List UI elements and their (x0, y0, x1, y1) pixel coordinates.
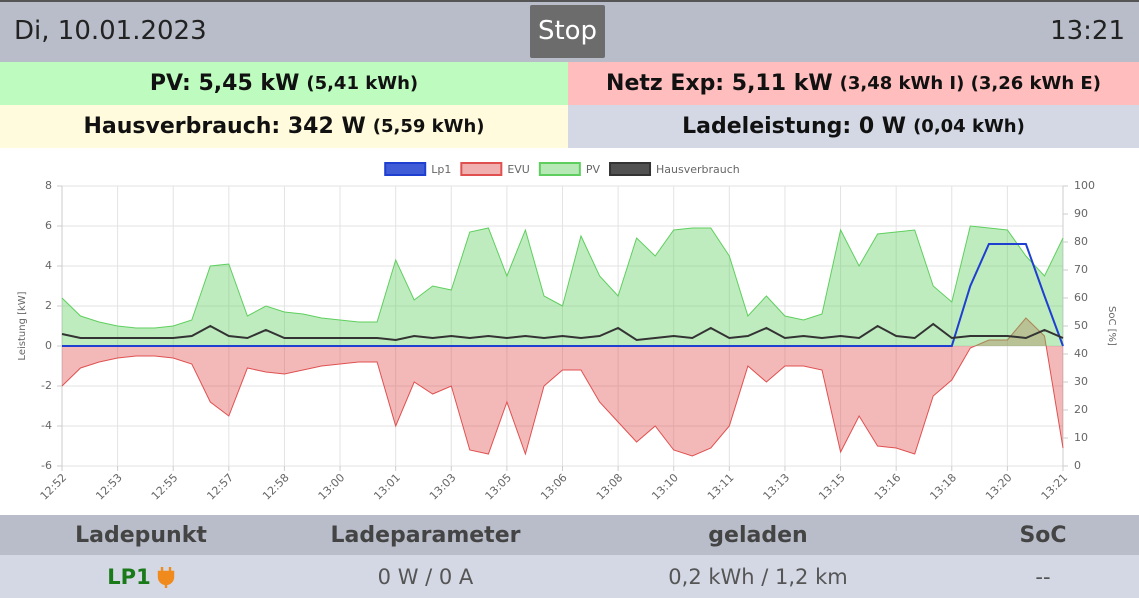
x-tick-label: 13:10 (649, 471, 681, 503)
summary: PV: 5,45 kW (5,41 kWh) Netz Exp: 5,11 kW (… (0, 62, 1139, 148)
y2-tick-label: 100 (1074, 179, 1095, 192)
x-tick-label: 12:55 (149, 471, 181, 503)
y2-axis-title: SoC [%] (1106, 306, 1117, 346)
x-tick-label: 13:15 (816, 471, 848, 503)
x-tick-label: 13:01 (371, 471, 403, 503)
x-tick-label: 13:20 (983, 471, 1015, 503)
series-line (62, 243, 1064, 347)
charge-box: Ladeleistung: 0 W (0,04 kWh) (568, 105, 1139, 148)
y-tick-label: -4 (41, 419, 52, 432)
x-tick-label: 13:13 (761, 471, 793, 503)
x-tick-label: 13:03 (427, 471, 459, 503)
column-header: Ladeparameter (282, 515, 569, 555)
detail: (5,59 kWh) (372, 116, 485, 137)
y-tick-label: 6 (45, 219, 52, 232)
label: PV: 5,45 kW (149, 71, 300, 96)
legend-label: PV (586, 163, 601, 176)
legend-swatch (538, 162, 581, 176)
cell: 0 W / 0 A (282, 555, 569, 598)
x-tick-label: 13:00 (316, 471, 348, 503)
x-tick-label: 13:21 (1039, 471, 1071, 503)
y2-tick-label: 20 (1074, 403, 1088, 416)
x-tick-label: 13:06 (538, 471, 570, 503)
y2-tick-label: 40 (1074, 347, 1088, 360)
date: Di, 10.01.2023 (14, 16, 207, 46)
series-line (61, 317, 1064, 457)
clock: 13:21 (1050, 16, 1125, 46)
y2-tick-label: 0 (1074, 459, 1081, 472)
y-tick-label: -6 (41, 459, 52, 472)
legend-swatch (609, 162, 652, 176)
house-box: Hausverbrauch: 342 W (5,59 kWh) (0, 105, 568, 148)
label: Netz Exp: 5,11 kW (606, 71, 833, 96)
legend-swatch (384, 162, 427, 176)
y-tick-label: 2 (45, 299, 52, 312)
cell: 0,2 kWh / 1,2 km (569, 555, 947, 598)
y-tick-label: 0 (45, 339, 52, 352)
stop-button[interactable]: Stop (530, 5, 605, 58)
header: Di, 10.01.2023 Stop 13:21 (0, 0, 1139, 62)
y2-tick-label: 10 (1074, 431, 1088, 444)
y2-tick-label: 50 (1074, 319, 1088, 332)
series-line (61, 225, 1064, 329)
y-axis-title: Leistung [kW] (17, 291, 28, 360)
column-header: SoC (947, 515, 1139, 555)
x-tick-label: 12:57 (204, 471, 236, 503)
grid-box: Netz Exp: 5,11 kW (3,48 kWh I) (3,26 kWh … (568, 62, 1139, 105)
legend-swatch (460, 162, 503, 176)
label: Ladeleistung: 0 W (682, 114, 907, 139)
detail: (5,41 kWh) (306, 73, 419, 94)
legend: Lp1 EVU PV Hausverbrauch (384, 162, 740, 176)
y2-tick-label: 70 (1074, 263, 1088, 276)
legend-label: EVU (507, 163, 530, 176)
area-fill (62, 318, 1063, 456)
cell: -- (947, 555, 1139, 598)
x-tick-label: 13:08 (594, 471, 626, 503)
x-tick-label: 12:52 (38, 471, 70, 503)
x-tick-label: 12:53 (93, 471, 125, 503)
x-tick-label: 13:11 (705, 471, 737, 503)
y-tick-label: 4 (45, 259, 52, 272)
column-header: Ladepunkt (0, 515, 282, 555)
table: Ladepunkt Ladeparameter geladen SoC LP1 … (0, 515, 1139, 598)
y2-tick-label: 90 (1074, 207, 1088, 220)
y2-tick-label: 60 (1074, 291, 1088, 304)
y2-tick-label: 80 (1074, 235, 1088, 248)
x-tick-label: 12:58 (260, 471, 292, 503)
detail: (3,48 kWh I) (3,26 kWh E) (839, 73, 1101, 94)
x-tick-label: 13:18 (927, 471, 959, 503)
y-tick-label: -2 (41, 379, 52, 392)
series-line (61, 322, 1064, 342)
charge-point[interactable]: LP1 (107, 564, 151, 589)
column-header: geladen (569, 515, 947, 555)
plug-icon (157, 566, 174, 588)
y-tick-label: 8 (45, 179, 52, 192)
cell: LP1 (0, 555, 282, 598)
x-tick-label: 13:05 (483, 471, 515, 503)
label: Hausverbrauch: 342 W (83, 114, 366, 139)
x-tick-label: 13:16 (872, 471, 904, 503)
detail: (0,04 kWh) (913, 116, 1025, 137)
legend-label: Hausverbrauch (656, 163, 740, 176)
pv-box: PV: 5,45 kW (5,41 kWh) (0, 62, 568, 105)
y2-tick-label: 30 (1074, 375, 1088, 388)
legend-label: Lp1 (431, 163, 451, 176)
